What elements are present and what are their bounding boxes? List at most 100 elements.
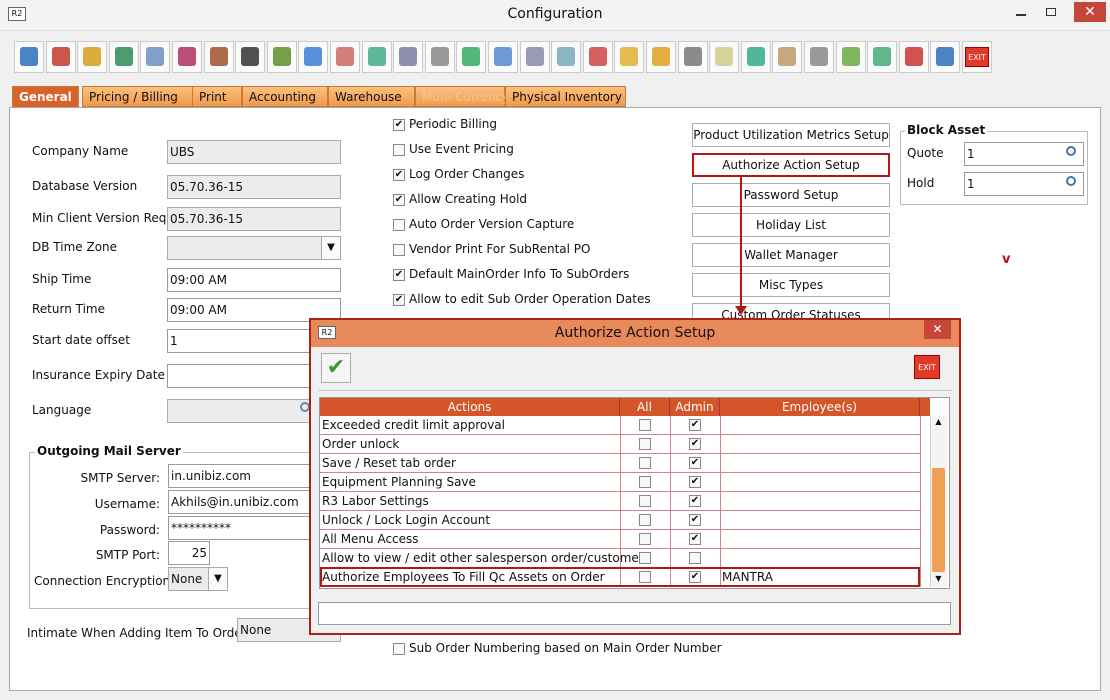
dialog-field[interactable] [318,602,951,625]
col-line [920,416,921,435]
checkbox[interactable] [639,533,651,545]
checkbox-label: Default MainOrder Info To SubOrders [409,267,630,281]
dialog-title: Authorize Action Setup [554,325,716,341]
checkbox[interactable] [639,419,651,431]
tab[interactable]: Print [192,86,242,107]
checkbox[interactable]: ✔ [393,169,405,181]
search-icon [1066,176,1076,186]
field-label: Database Version [32,179,138,193]
checkbox[interactable] [639,571,651,583]
checkbox[interactable] [639,495,651,507]
checkbox[interactable]: ✔ [689,476,701,488]
toolbar-icon [336,47,354,66]
min-glyph [1016,14,1026,16]
col-line [920,549,921,568]
action-cell: Equipment Planning Save [322,475,476,489]
checkbox[interactable]: ✔ [689,457,701,469]
ok-button[interactable]: ✔ [321,353,351,383]
toolbar-button[interactable] [582,41,613,73]
setup-button[interactable]: Holiday List [692,213,890,237]
toolbar-button[interactable] [298,41,329,73]
checkbox[interactable] [689,552,701,564]
checkbox[interactable] [639,514,651,526]
toolbar-icon [652,47,670,66]
checkbox[interactable] [639,438,651,450]
checkbox-label: Log Order Changes [409,167,525,181]
mail-label: Connection Encryption: [34,574,175,588]
col-line [670,435,671,454]
checkbox-label: Allow Creating Hold [409,192,528,206]
col-line [670,473,671,492]
toolbar-icon [620,47,639,66]
checkbox[interactable]: ✔ [689,438,701,450]
red-mark: v [1002,252,1011,267]
checkbox[interactable]: ✔ [393,294,405,306]
toolbar-button[interactable] [456,41,487,73]
setup-button[interactable]: Password Setup [692,183,890,207]
field-input[interactable]: 09:00 AM [167,268,341,292]
setup-button[interactable]: Wallet Manager [692,243,890,267]
checkbox[interactable]: ✔ [393,119,405,131]
checkbox[interactable] [393,144,405,156]
toolbar-button[interactable] [930,41,961,73]
mail-input[interactable]: 25 [168,541,210,565]
dropdown-arrow: ▼ [208,567,228,591]
block-input[interactable]: 1 [964,172,1084,196]
checkbox[interactable] [393,219,405,231]
block-label: Quote [907,146,944,160]
setup-button[interactable]: Misc Types [692,273,890,297]
col-line [620,473,621,492]
setup-button[interactable]: Product Utilization Metrics Setup [692,123,890,147]
toolbar-button[interactable] [77,41,108,73]
checkbox[interactable]: ✔ [689,419,701,431]
checkbox-label: Allow to edit Sub Order Operation Dates [409,292,651,306]
action-cell: All Menu Access [322,532,419,546]
toolbar-button[interactable] [330,41,360,73]
scroll-down: ▼ [935,574,942,583]
toolbar-icon [841,47,860,66]
checkbox[interactable]: ✔ [689,495,701,507]
checkbox[interactable]: ✔ [393,194,405,206]
toolbar-icon [904,47,923,66]
tab[interactable]: Warehouse [328,86,415,107]
checkbox[interactable]: ✔ [689,514,701,526]
toolbar-button[interactable] [45,41,76,73]
checkbox[interactable] [639,552,651,564]
tab[interactable]: Accounting [242,86,328,107]
checkbox-label: Sub Order Numbering based on Main Order … [409,641,722,655]
mail-title: Outgoing Mail Server [35,444,183,458]
setup-button[interactable]: Authorize Action Setup [692,153,890,177]
tab[interactable]: Pricing / Billing [82,86,193,107]
block-group [900,131,1088,205]
toolbar-icon [746,47,765,66]
toolbar-icon [557,47,576,66]
tab[interactable]: General [12,86,79,108]
toolbar-icon [20,47,38,66]
checkbox[interactable]: ✔ [689,533,701,545]
checkbox[interactable]: ✔ [393,269,405,281]
col-line [670,530,671,549]
row-highlight [320,567,920,587]
checkbox-label: Auto Order Version Capture [409,217,575,231]
field-input[interactable]: 09:00 AM [167,298,341,322]
action-cell: Save / Reset tab order [322,456,456,470]
checkbox[interactable]: ✔ [689,571,701,583]
block-input[interactable]: 1 [964,142,1084,166]
tab[interactable]: Physical Inventory [505,86,626,107]
checkbox[interactable] [639,457,651,469]
checkbox[interactable] [639,476,651,488]
checkbox[interactable] [393,244,405,256]
toolbar-icon [588,47,607,66]
toolbar-button[interactable] [898,41,929,73]
checkbox[interactable] [393,643,405,655]
max-glyph [1046,8,1056,16]
checkbox-label: Vendor Print For SubRental PO [409,242,591,256]
toolbar-icon [209,47,228,66]
col-line [920,454,921,473]
col-line [670,454,671,473]
tab[interactable]: Multi Currency [415,86,509,107]
field-label: Language [32,403,92,417]
minimize [1010,4,1036,22]
close [1074,2,1106,22]
